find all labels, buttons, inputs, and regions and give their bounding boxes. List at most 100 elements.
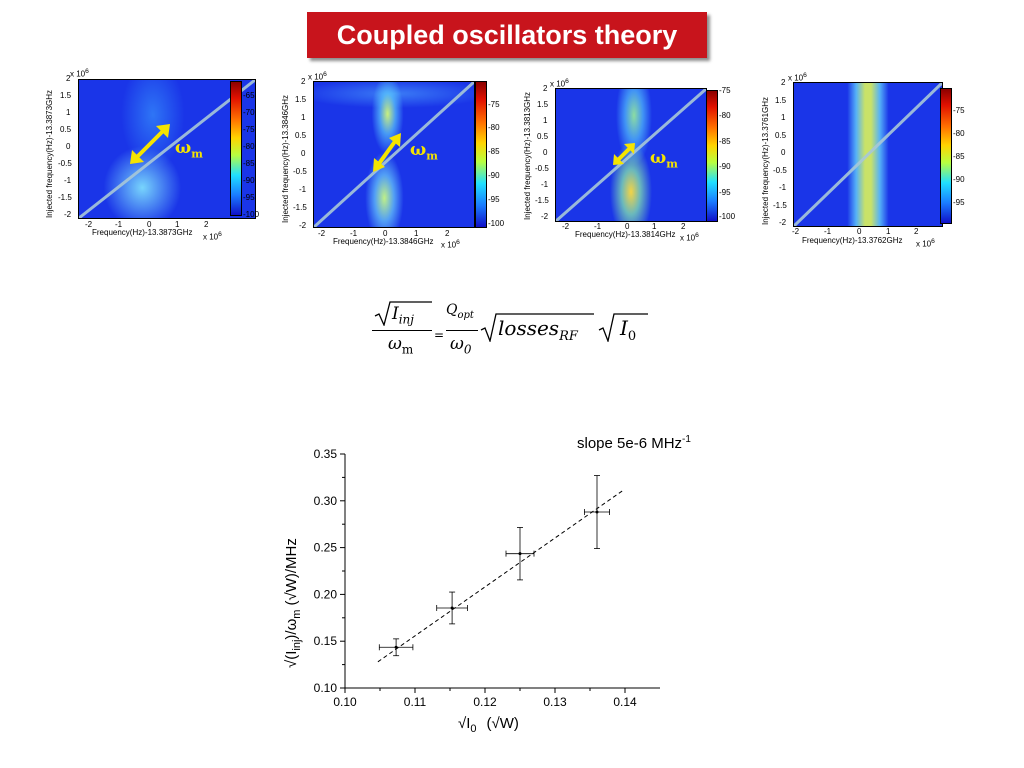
cbar-tick: -95 <box>243 193 255 202</box>
x-tick: 0 <box>383 229 388 238</box>
y-tick: -0.5 <box>773 166 787 175</box>
y-tick: 0 <box>781 148 786 157</box>
y-tick: 1 <box>781 113 786 122</box>
y-tick: -1 <box>64 176 72 185</box>
y-tick: 2 <box>543 84 548 93</box>
x-tick: -2 <box>318 229 326 238</box>
x-tick: 1 <box>886 227 891 236</box>
y-tick: 1.5 <box>537 100 549 109</box>
x-axis-label: Frequency(Hz)-13.3846GHz <box>333 237 434 246</box>
y-tick: -1 <box>541 180 549 189</box>
colorbar <box>230 81 242 216</box>
y-multiplier: x 106 <box>788 72 807 83</box>
cbar-tick: -100 <box>719 212 736 221</box>
y-tick: 2 <box>66 74 71 83</box>
heatmap-panel-4: x 106 -75 -80 -85 -90 -95 2 1.5 1 0.5 0 … <box>758 70 983 255</box>
x-tick: 2 <box>914 227 919 236</box>
heatmap-image <box>793 82 943 227</box>
cbar-tick: -80 <box>488 123 500 132</box>
lhs-denominator: ωm <box>388 334 414 357</box>
omega-m-label: ωm <box>410 140 438 163</box>
x-multiplier: x 106 <box>680 232 699 243</box>
y-tick: -1.5 <box>293 203 307 212</box>
y-tick: 2 <box>781 78 786 87</box>
cbar-tick: -100 <box>488 219 505 228</box>
double-arrow-icon <box>373 133 401 172</box>
y-tick: 0 <box>66 142 71 151</box>
x-tick: 2 <box>204 220 209 229</box>
y-tick: 1 <box>543 116 548 125</box>
cbar-tick: -75 <box>953 106 965 115</box>
i0-term: I0 <box>620 316 637 344</box>
sqrt-sign-icon <box>598 313 648 342</box>
losses-term: lossesRF <box>498 316 578 344</box>
y-tick: 1.5 <box>295 95 307 104</box>
x-tick: -2 <box>85 220 93 229</box>
colorbar <box>706 90 718 222</box>
y-axis-label: Injected frequency(Hz)-13.3813GHz <box>523 91 532 220</box>
x-tick-label: 0.12 <box>473 695 497 709</box>
x-multiplier: x 106 <box>441 239 460 250</box>
cbar-tick: -95 <box>953 198 965 207</box>
cbar-tick: -85 <box>953 152 965 161</box>
fraction-bar <box>372 330 432 331</box>
x-tick: -1 <box>824 227 832 236</box>
y-tick: 0 <box>301 149 306 158</box>
cbar-tick: -90 <box>488 171 500 180</box>
cbar-tick: -75 <box>719 86 731 95</box>
y-tick: -0.5 <box>58 159 72 168</box>
y-tick: -0.5 <box>293 167 307 176</box>
y-tick-label: 0.30 <box>314 494 338 508</box>
x-tick: -2 <box>562 222 570 231</box>
x-tick-label: 0.11 <box>404 695 427 709</box>
y-tick: -2 <box>299 221 307 230</box>
cbar-tick: -95 <box>719 188 731 197</box>
y-tick: -1.5 <box>773 201 787 210</box>
cbar-tick: -100 <box>243 210 260 219</box>
omega-m-label: ωm <box>650 148 678 171</box>
cbar-tick: -90 <box>243 176 255 185</box>
heatmap-panel-1: x 106 -65 -70 -75 -80 -85 -90 -95 -100 2… <box>40 68 265 248</box>
y-tick: 0 <box>543 148 548 157</box>
y-tick: -2 <box>64 210 72 219</box>
cbar-tick: -65 <box>243 91 255 100</box>
cbar-tick: -90 <box>953 175 965 184</box>
heatmap-image <box>313 81 475 228</box>
slide-title-box: Coupled oscillators theory <box>307 12 707 58</box>
cbar-tick: -75 <box>243 125 255 134</box>
data-point <box>595 510 599 514</box>
cbar-tick: -85 <box>719 137 731 146</box>
equals-sign: = <box>434 328 445 342</box>
sqrt-sign-icon <box>480 313 594 342</box>
x-tick-label: 0.14 <box>613 695 637 709</box>
y-tick: -1 <box>779 183 787 192</box>
fraction-bar <box>446 330 478 331</box>
y-tick-label: 0.15 <box>314 634 338 648</box>
x-tick-label: 0.10 <box>333 695 357 709</box>
y-axis-label: Injected frequency(Hz)-13.3846GHz <box>281 94 290 223</box>
y-tick: 1.5 <box>775 96 787 105</box>
y-tick: 2 <box>301 77 306 86</box>
y-tick: 0.5 <box>537 132 549 141</box>
y-tick-label: 0.20 <box>314 587 338 601</box>
y-multiplier: x 106 <box>550 78 569 89</box>
x-tick: 0 <box>147 220 152 229</box>
colorbar <box>940 88 952 224</box>
x-tick: -1 <box>115 220 123 229</box>
x-tick: -1 <box>350 229 358 238</box>
colorbar <box>475 81 487 228</box>
cbar-tick: -95 <box>488 195 500 204</box>
y-axis-label: Injected frequency(Hz)-13.3761GHz <box>761 96 770 225</box>
sqrt-sign-icon <box>374 301 432 326</box>
heatmap-image <box>555 88 707 222</box>
cbar-tick: -75 <box>488 100 500 109</box>
y-tick: 1.5 <box>60 91 72 100</box>
y-axis-title: √(Iinj)/ωm(√W)/MHz <box>283 538 303 668</box>
heatmap-image <box>78 79 256 219</box>
fit-line <box>377 490 624 663</box>
y-tick-label: 0.35 <box>314 447 338 461</box>
y-tick: -1.5 <box>535 196 549 205</box>
cbar-tick: -80 <box>243 142 255 151</box>
y-axis-label: Injected frequency(Hz)-13.3873GHz <box>45 89 54 218</box>
x-tick: 1 <box>175 220 180 229</box>
